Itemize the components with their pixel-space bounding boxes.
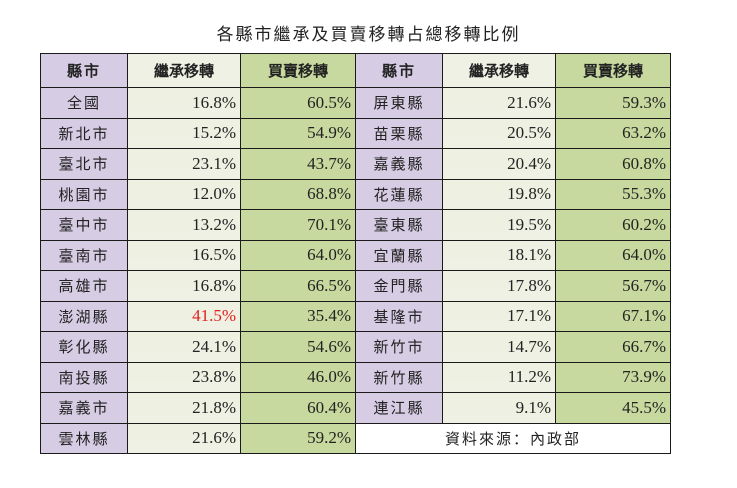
region-cell: 新北市 bbox=[40, 117, 128, 149]
inheritance-cell: 16.8% bbox=[127, 87, 241, 119]
inheritance-cell: 16.5% bbox=[127, 239, 241, 271]
region-cell: 桃園市 bbox=[40, 178, 128, 210]
region-cell: 新竹市 bbox=[355, 331, 443, 363]
region-cell: 全國 bbox=[40, 87, 128, 119]
inheritance-cell: 16.8% bbox=[127, 270, 241, 302]
region-cell: 臺北市 bbox=[40, 148, 128, 180]
table-row: 南投縣 23.8% 46.0% 新竹縣 11.2% 73.9% bbox=[40, 361, 671, 393]
region-cell: 臺中市 bbox=[40, 209, 128, 241]
table-row: 臺中市 13.2% 70.1% 臺東縣 19.5% 60.2% bbox=[40, 209, 671, 241]
table-title: 各縣市繼承及買賣移轉占總移轉比例 bbox=[216, 25, 521, 45]
region-cell: 宜蘭縣 bbox=[355, 239, 443, 271]
header-row: 縣市 繼承移轉 買賣移轉 縣市 繼承移轉 買賣移轉 bbox=[40, 53, 671, 88]
inheritance-cell: 19.8% bbox=[442, 178, 556, 210]
source-note: 資料來源：內政部 bbox=[355, 422, 671, 454]
inheritance-cell: 9.1% bbox=[442, 392, 556, 424]
inheritance-cell: 17.1% bbox=[442, 300, 556, 332]
inheritance-cell: 15.2% bbox=[127, 117, 241, 149]
table-row: 彰化縣 24.1% 54.6% 新竹市 14.7% 66.7% bbox=[40, 331, 671, 363]
header-region: 縣市 bbox=[40, 53, 128, 88]
purchase-cell: 68.8% bbox=[240, 178, 356, 210]
table-row: 高雄市 16.8% 66.5% 金門縣 17.8% 56.7% bbox=[40, 270, 671, 302]
purchase-cell: 60.8% bbox=[555, 148, 671, 180]
purchase-cell: 64.0% bbox=[555, 239, 671, 271]
region-cell: 雲林縣 bbox=[40, 422, 128, 454]
region-cell: 基隆市 bbox=[355, 300, 443, 332]
transfer-ratio-table: 縣市 繼承移轉 買賣移轉 縣市 繼承移轉 買賣移轉 全國 16.8% 60.5% 屏東… bbox=[40, 53, 671, 454]
region-cell: 臺南市 bbox=[40, 239, 128, 271]
purchase-cell: 46.0% bbox=[240, 361, 356, 393]
header-purchase: 買賣移轉 bbox=[240, 53, 356, 88]
header-purchase-2: 買賣移轉 bbox=[555, 53, 671, 88]
table-row: 嘉義市 21.8% 60.4% 連江縣 9.1% 45.5% bbox=[40, 392, 671, 424]
purchase-cell: 59.2% bbox=[240, 422, 356, 454]
inheritance-cell: 13.2% bbox=[127, 209, 241, 241]
inheritance-cell: 21.6% bbox=[442, 87, 556, 119]
inheritance-cell: 20.4% bbox=[442, 148, 556, 180]
inheritance-cell: 41.5% bbox=[127, 300, 241, 332]
header-region-2: 縣市 bbox=[355, 53, 443, 88]
purchase-cell: 73.9% bbox=[555, 361, 671, 393]
inheritance-cell: 21.8% bbox=[127, 392, 241, 424]
purchase-cell: 56.7% bbox=[555, 270, 671, 302]
purchase-cell: 70.1% bbox=[240, 209, 356, 241]
table-row: 臺北市 23.1% 43.7% 嘉義縣 20.4% 60.8% bbox=[40, 148, 671, 180]
region-cell: 花蓮縣 bbox=[355, 178, 443, 210]
purchase-cell: 64.0% bbox=[240, 239, 356, 271]
inheritance-cell: 23.1% bbox=[127, 148, 241, 180]
region-cell: 彰化縣 bbox=[40, 331, 128, 363]
purchase-cell: 60.2% bbox=[555, 209, 671, 241]
purchase-cell: 59.3% bbox=[555, 87, 671, 119]
purchase-cell: 55.3% bbox=[555, 178, 671, 210]
inheritance-cell: 17.8% bbox=[442, 270, 556, 302]
region-cell: 高雄市 bbox=[40, 270, 128, 302]
region-cell: 金門縣 bbox=[355, 270, 443, 302]
table-row: 全國 16.8% 60.5% 屏東縣 21.6% 59.3% bbox=[40, 87, 671, 119]
purchase-cell: 67.1% bbox=[555, 300, 671, 332]
inheritance-cell: 21.6% bbox=[127, 422, 241, 454]
inheritance-cell: 14.7% bbox=[442, 331, 556, 363]
inheritance-cell: 20.5% bbox=[442, 117, 556, 149]
region-cell: 嘉義縣 bbox=[355, 148, 443, 180]
header-inheritance-2: 繼承移轉 bbox=[442, 53, 556, 88]
table-row: 雲林縣 21.6% 59.2% 資料來源：內政部 bbox=[40, 422, 671, 454]
inheritance-cell: 19.5% bbox=[442, 209, 556, 241]
purchase-cell: 66.5% bbox=[240, 270, 356, 302]
purchase-cell: 60.5% bbox=[240, 87, 356, 119]
region-cell: 澎湖縣 bbox=[40, 300, 128, 332]
table-row: 臺南市 16.5% 64.0% 宜蘭縣 18.1% 64.0% bbox=[40, 239, 671, 271]
purchase-cell: 66.7% bbox=[555, 331, 671, 363]
table-row: 桃園市 12.0% 68.8% 花蓮縣 19.8% 55.3% bbox=[40, 178, 671, 210]
region-cell: 臺東縣 bbox=[355, 209, 443, 241]
region-cell: 嘉義市 bbox=[40, 392, 128, 424]
purchase-cell: 45.5% bbox=[555, 392, 671, 424]
purchase-cell: 43.7% bbox=[240, 148, 356, 180]
region-cell: 新竹縣 bbox=[355, 361, 443, 393]
inheritance-cell: 24.1% bbox=[127, 331, 241, 363]
header-inheritance: 繼承移轉 bbox=[127, 53, 241, 88]
region-cell: 苗栗縣 bbox=[355, 117, 443, 149]
inheritance-cell: 11.2% bbox=[442, 361, 556, 393]
inheritance-cell: 12.0% bbox=[127, 178, 241, 210]
inheritance-cell: 18.1% bbox=[442, 239, 556, 271]
region-cell: 南投縣 bbox=[40, 361, 128, 393]
purchase-cell: 35.4% bbox=[240, 300, 356, 332]
inheritance-cell: 23.8% bbox=[127, 361, 241, 393]
region-cell: 連江縣 bbox=[355, 392, 443, 424]
purchase-cell: 54.9% bbox=[240, 117, 356, 149]
purchase-cell: 60.4% bbox=[240, 392, 356, 424]
purchase-cell: 63.2% bbox=[555, 117, 671, 149]
purchase-cell: 54.6% bbox=[240, 331, 356, 363]
table-row: 澎湖縣 41.5% 35.4% 基隆市 17.1% 67.1% bbox=[40, 300, 671, 332]
region-cell: 屏東縣 bbox=[355, 87, 443, 119]
table-row: 新北市 15.2% 54.9% 苗栗縣 20.5% 63.2% bbox=[40, 117, 671, 149]
